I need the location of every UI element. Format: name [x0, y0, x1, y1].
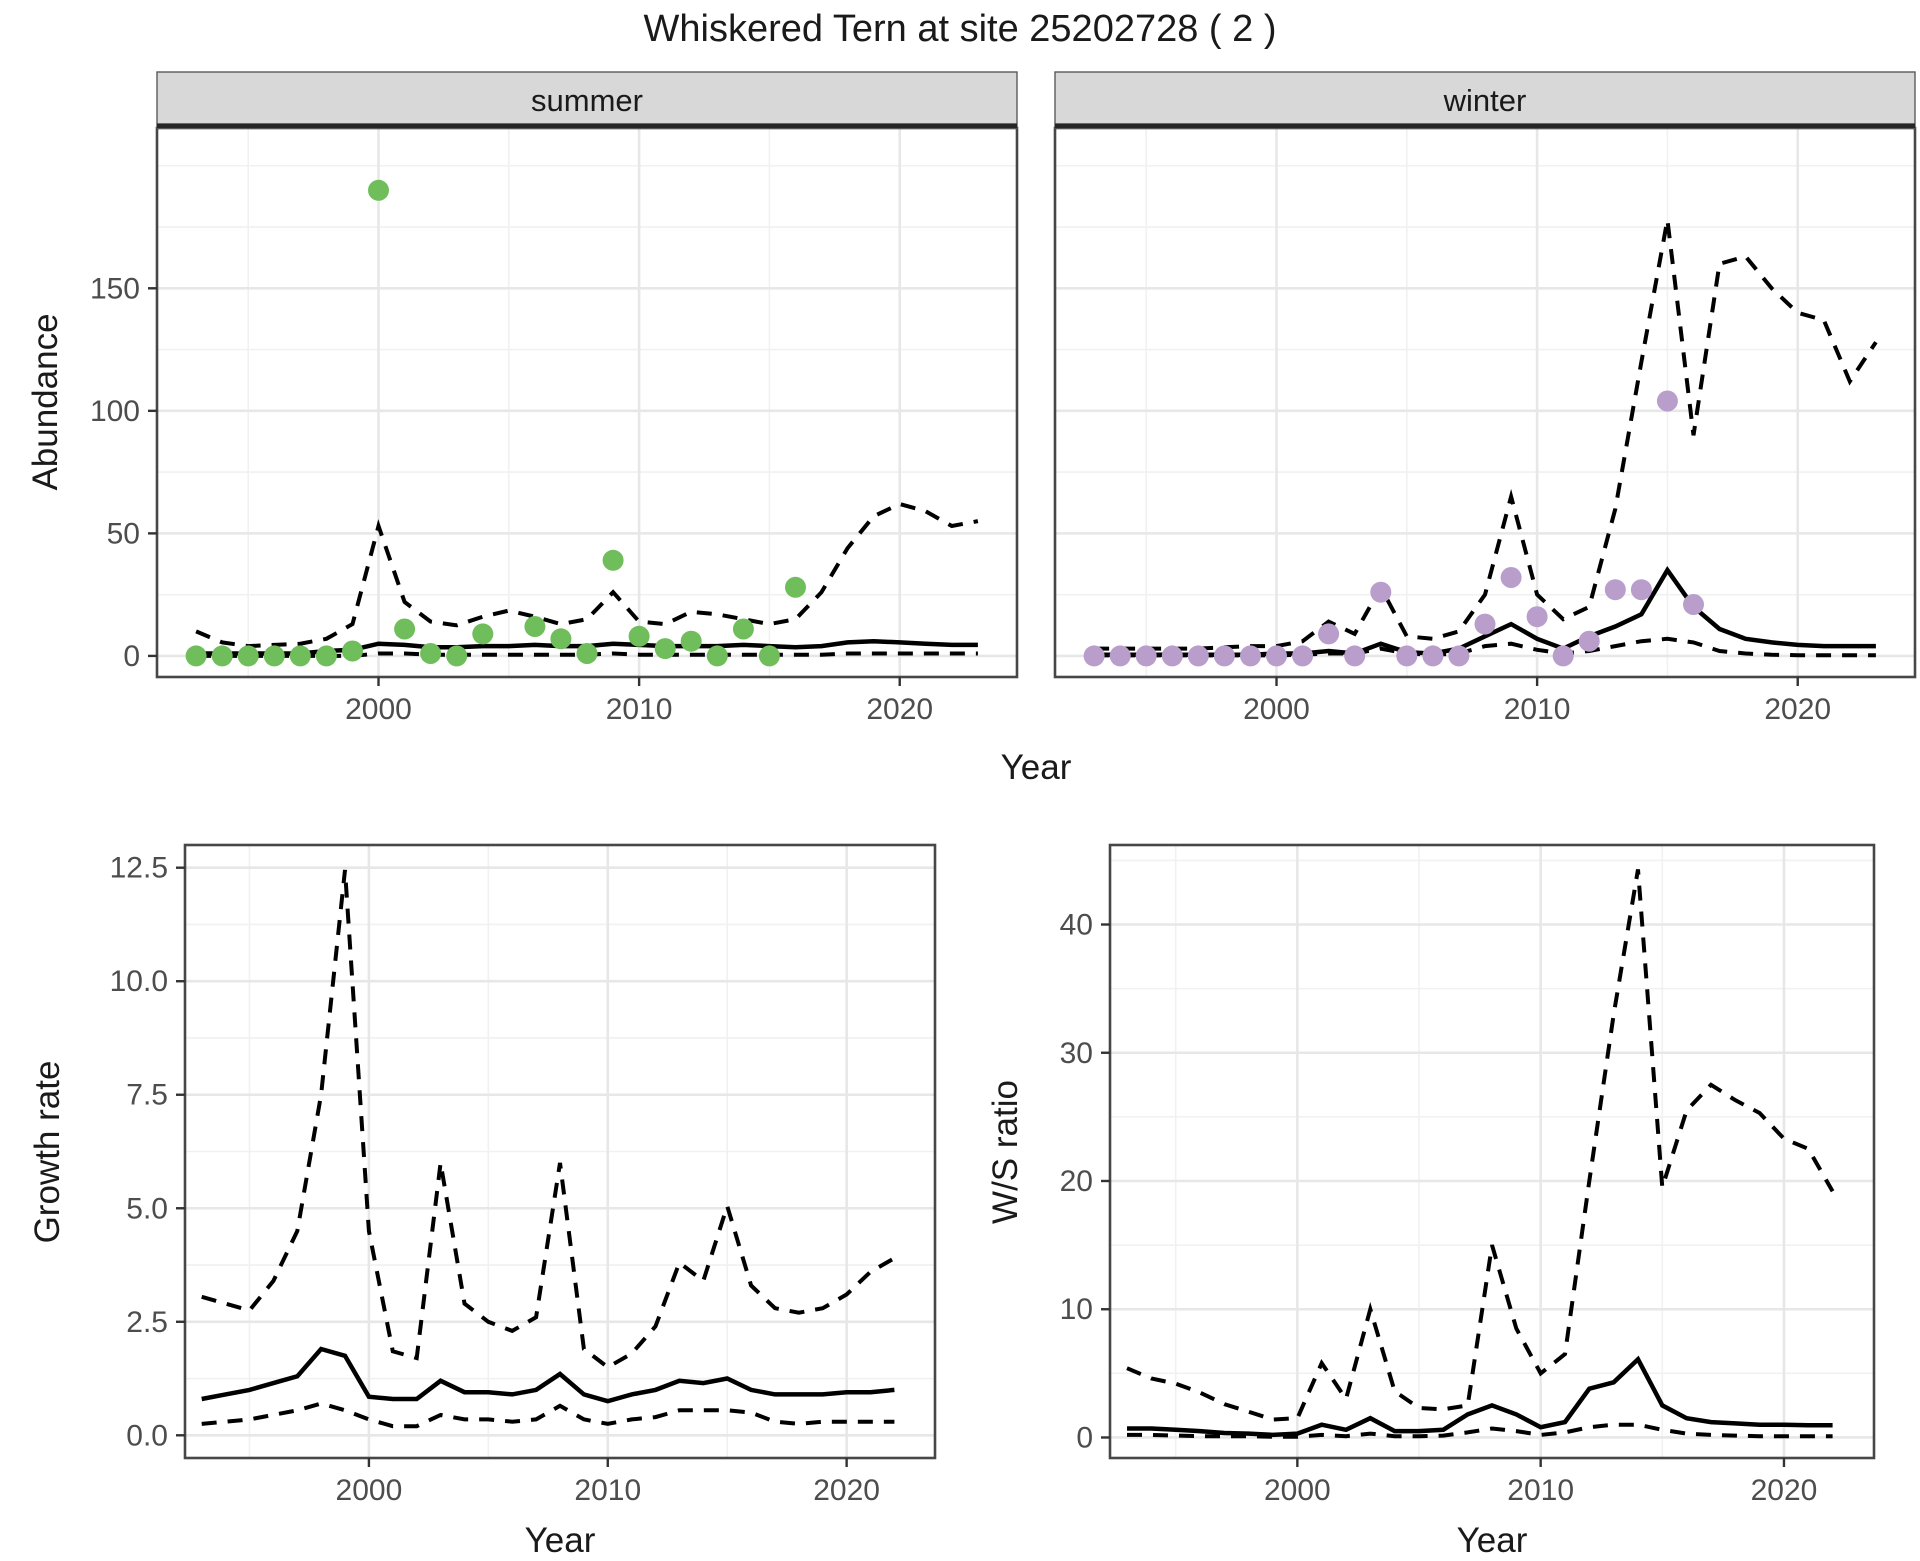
y-tick-label: 12.5 [110, 852, 168, 885]
x-axis-title-year-growth: Year [524, 1521, 596, 1560]
median-line [201, 1346, 895, 1404]
y-tick-label: 0 [1076, 1421, 1093, 1454]
observed-counts-point [1422, 645, 1444, 667]
y-tick-label: 150 [90, 272, 140, 305]
observed-counts-point [1474, 613, 1496, 635]
observed-counts-point [446, 645, 468, 667]
y-tick-label: 10 [1060, 1293, 1093, 1326]
observed-counts-point [315, 645, 337, 667]
observed-counts-point [289, 645, 311, 667]
x-tick-label: 2020 [1751, 1474, 1818, 1507]
lower-95ci-line [201, 1401, 895, 1429]
observed-counts-point [732, 618, 754, 640]
observed-counts-point [185, 645, 207, 667]
y-tick-label: 7.5 [126, 1079, 168, 1112]
observed-counts-point [1683, 594, 1704, 615]
y-tick-label: 2.5 [126, 1306, 168, 1339]
observed-counts-point [1318, 623, 1340, 645]
observed-counts-point [368, 179, 389, 201]
observed-counts-point [1344, 645, 1366, 667]
y-tick-label: 20 [1060, 1165, 1093, 1198]
observed-counts-point [1396, 645, 1418, 667]
upper-95ci-line [201, 869, 896, 1370]
upper-95ci-line [1126, 869, 1835, 1422]
median-line [1127, 1355, 1833, 1438]
observed-counts-point [550, 628, 572, 650]
observed-counts-point [1213, 645, 1235, 667]
observed-counts-point [394, 618, 416, 640]
facet-strip-label: winter [1443, 83, 1527, 118]
x-tick-label: 2020 [813, 1474, 880, 1507]
x-tick-label: 2010 [574, 1474, 641, 1507]
observed-counts-point [420, 643, 442, 664]
y-tick-label: 50 [107, 517, 140, 550]
panel-background [1055, 128, 1915, 677]
x-tick-label: 2010 [1507, 1474, 1574, 1507]
observed-counts-point [1109, 645, 1131, 667]
panel-background [157, 128, 1017, 677]
facet-strip [156, 71, 1018, 129]
facet-strip-label: summer [531, 83, 643, 118]
panel-border [1108, 843, 1876, 1460]
y-axis-title-growth-rate: Growth rate [28, 1060, 67, 1244]
observed-counts-point [1604, 579, 1626, 601]
x-tick-label: 2010 [606, 693, 673, 726]
observed-counts-point [1187, 645, 1209, 667]
panel-border [183, 843, 937, 1460]
x-axis-title-year-ws: Year [1456, 1521, 1528, 1560]
observed-counts-point [1266, 645, 1287, 667]
x-tick-label: 2000 [345, 693, 412, 726]
chart-title: Whiskered Tern at site 25202728 ( 2 ) [643, 8, 1277, 50]
observed-counts-point [628, 625, 650, 647]
observed-counts-point [654, 638, 676, 660]
observed-counts-point [211, 645, 233, 667]
observed-counts-point [576, 643, 598, 664]
observed-counts-point [758, 645, 780, 667]
y-tick-label: 5.0 [126, 1192, 168, 1225]
x-tick-label: 2000 [1243, 693, 1310, 726]
x-tick-label: 2000 [336, 1474, 403, 1507]
observed-counts-point [524, 616, 546, 637]
y-tick-label: 0.0 [126, 1419, 168, 1452]
observed-counts-point [1500, 567, 1522, 588]
observed-counts-point [237, 645, 259, 667]
observed-counts-point [472, 623, 494, 645]
x-tick-label: 2000 [1264, 1474, 1331, 1507]
observed-counts-point [1526, 606, 1548, 628]
observed-counts-point [1630, 579, 1652, 601]
observed-counts-point [680, 630, 702, 652]
observed-counts-point [342, 640, 363, 662]
facet-strip [1054, 71, 1916, 129]
x-tick-label: 2010 [1504, 693, 1571, 726]
observed-counts-point [1292, 645, 1314, 667]
observed-counts-point [1656, 390, 1678, 412]
x-tick-label: 2020 [1764, 693, 1831, 726]
observed-counts-point [1135, 645, 1157, 667]
observed-counts-point [263, 645, 285, 667]
y-axis-title-ws-ratio: W/S ratio [986, 1080, 1025, 1224]
upper-95ci-line [195, 501, 979, 649]
lower-95ci-line [1127, 1422, 1833, 1439]
observed-counts-point [1161, 645, 1183, 667]
y-tick-label: 30 [1060, 1037, 1093, 1070]
x-axis-title-year-top: Year [1000, 748, 1072, 787]
observed-counts-point [706, 645, 728, 667]
x-tick-label: 2020 [866, 693, 933, 726]
y-tick-label: 40 [1060, 909, 1093, 942]
y-axis-title-abundance: Abundance [26, 313, 65, 491]
panel-background [1110, 845, 1874, 1458]
observed-counts-point [1370, 581, 1392, 603]
observed-counts-point [1083, 645, 1105, 667]
observed-counts-point [1578, 630, 1600, 652]
observed-counts-point [1552, 645, 1574, 667]
observed-counts-point [1448, 645, 1470, 667]
y-tick-label: 0 [123, 640, 140, 673]
y-tick-label: 100 [90, 395, 140, 428]
observed-counts-point [785, 576, 806, 598]
y-tick-label: 10.0 [110, 965, 168, 998]
observed-counts-point [1240, 645, 1261, 667]
observed-counts-point [602, 549, 624, 571]
